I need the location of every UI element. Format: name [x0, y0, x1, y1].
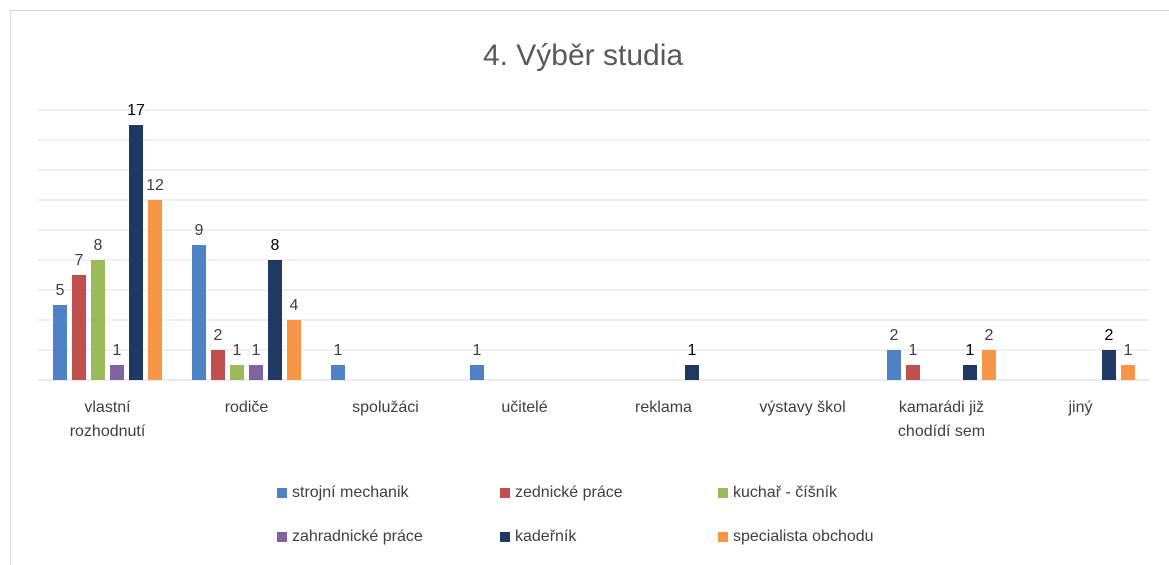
- data-label: 1: [473, 342, 482, 359]
- data-label: 1: [966, 342, 975, 359]
- data-label: 2: [214, 327, 223, 344]
- data-label: 8: [94, 237, 103, 254]
- data-label: 2: [985, 327, 994, 344]
- data-label: 1: [688, 342, 697, 359]
- bar: [887, 350, 901, 380]
- legend-swatch: [718, 488, 728, 498]
- x-tick-label: kamarádi již chodídí sem: [897, 399, 986, 440]
- bar: [91, 260, 105, 380]
- bar: [72, 275, 86, 380]
- data-label: 9: [195, 222, 204, 239]
- legend-label: kuchař - číšník: [733, 484, 838, 501]
- bar: [963, 365, 977, 380]
- x-tick-label: vlastní rozhodnutí: [69, 399, 146, 440]
- x-tick-label: reklama: [635, 399, 692, 416]
- data-label: 1: [252, 342, 261, 359]
- legend-label: strojní mechanik: [292, 484, 409, 501]
- bar: [148, 200, 162, 380]
- legend-label: zednické práce: [515, 484, 623, 501]
- data-label: 8: [271, 237, 280, 254]
- data-label: 1: [1124, 342, 1133, 359]
- legend-label: specialista obchodu: [733, 528, 874, 545]
- chart-frame: [10, 10, 1169, 565]
- data-label: 17: [127, 102, 145, 119]
- data-label: 1: [113, 342, 122, 359]
- data-label: 4: [290, 297, 299, 314]
- data-label: 2: [890, 327, 899, 344]
- bar: [192, 245, 206, 380]
- x-tick-label: učitelé: [501, 399, 548, 416]
- bar: [110, 365, 124, 380]
- data-label: 5: [56, 282, 65, 299]
- bar: [1102, 350, 1116, 380]
- x-tick-label: spolužáci: [352, 399, 419, 416]
- bar: [331, 365, 345, 380]
- bar: [982, 350, 996, 380]
- legend-label: kadeřník: [515, 528, 577, 545]
- legend-swatch: [718, 532, 728, 542]
- bar: [268, 260, 282, 380]
- data-label: 1: [233, 342, 242, 359]
- bar: [470, 365, 484, 380]
- legend-swatch: [500, 488, 510, 498]
- data-label: 12: [146, 177, 164, 194]
- data-label: 1: [909, 342, 918, 359]
- x-tick-label: jiný: [1068, 399, 1093, 416]
- bar: [129, 125, 143, 380]
- data-label: 2: [1105, 327, 1114, 344]
- x-tick-label: rodiče: [224, 399, 269, 416]
- bar: [230, 365, 244, 380]
- bar: [906, 365, 920, 380]
- chart-title: 4. Výběr studia: [483, 39, 683, 72]
- legend-swatch: [277, 532, 287, 542]
- legend-label: zahradnické práce: [292, 528, 423, 545]
- bar: [211, 350, 225, 380]
- legend-swatch: [277, 488, 287, 498]
- bar: [53, 305, 67, 380]
- legend-swatch: [500, 532, 510, 542]
- bar: [685, 365, 699, 380]
- bar: [249, 365, 263, 380]
- x-tick-label: výstavy škol: [759, 399, 846, 416]
- data-label: 1: [334, 342, 343, 359]
- bar: [1121, 365, 1135, 380]
- data-label: 7: [75, 252, 84, 269]
- bar: [287, 320, 301, 380]
